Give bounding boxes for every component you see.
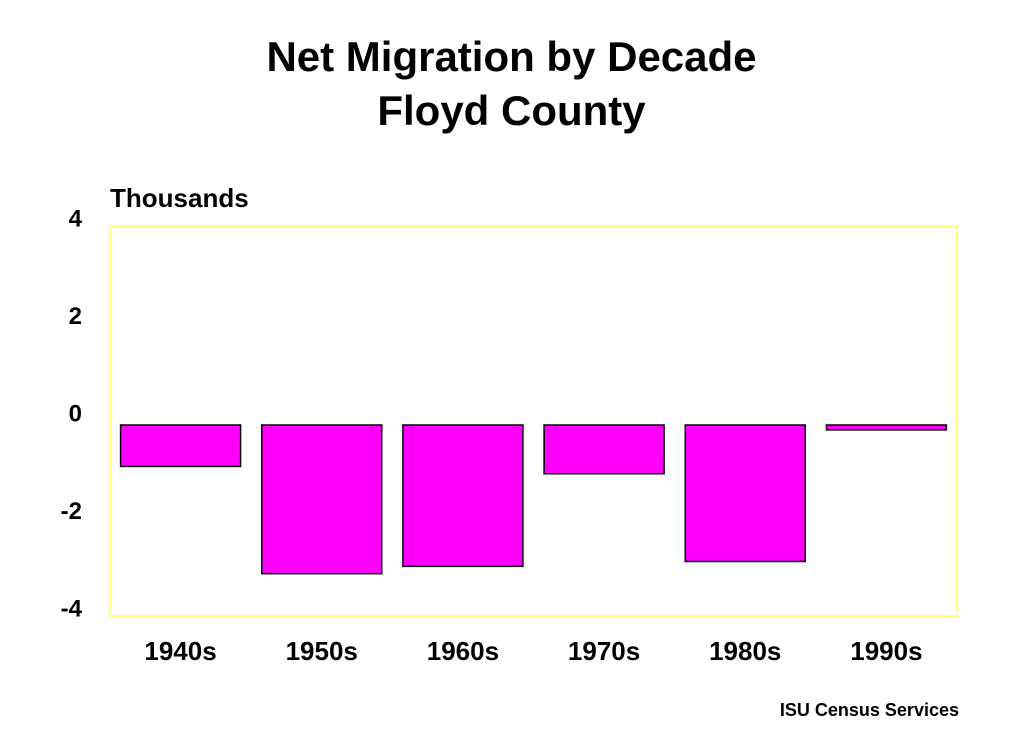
chart-title-block: Net Migration by Decade Floyd County: [0, 30, 1023, 138]
y-axis-ticks: 4 2 0 -2 -4: [61, 205, 83, 622]
x-tick-label: 1940s: [144, 636, 216, 666]
x-tick-label: 1950s: [286, 636, 358, 666]
y-axis-unit-label: Thousands: [110, 183, 249, 213]
bars: [119, 424, 948, 575]
bar: [543, 424, 665, 475]
x-tick-label: 1990s: [850, 636, 922, 666]
source-note: ISU Census Services: [779, 700, 959, 720]
bar: [402, 424, 524, 568]
x-axis-ticks: 1940s 1950s 1960s 1970s 1980s 1990s: [144, 636, 922, 666]
chart-title: Net Migration by Decade: [266, 33, 757, 80]
bar: [261, 424, 383, 575]
chart-subtitle: Floyd County: [377, 87, 646, 134]
bar: [119, 424, 242, 468]
y-tick-label: 0: [69, 400, 82, 427]
x-tick-label: 1970s: [568, 636, 640, 666]
x-tick-label: 1960s: [427, 636, 499, 666]
y-tick-label: 2: [69, 303, 82, 330]
y-tick-label: -2: [61, 498, 82, 525]
y-tick-label: -4: [61, 595, 83, 622]
plot-area: [109, 225, 958, 617]
bar: [684, 424, 806, 563]
bar: [825, 424, 948, 431]
y-tick-label: 4: [69, 205, 83, 232]
x-tick-label: 1980s: [709, 636, 781, 666]
